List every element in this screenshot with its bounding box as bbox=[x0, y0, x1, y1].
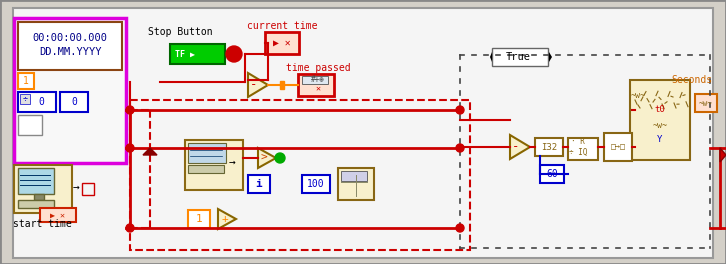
Text: I32: I32 bbox=[541, 143, 557, 152]
Bar bbox=[34, 194, 44, 200]
Bar bbox=[170, 44, 225, 64]
Bar bbox=[248, 175, 270, 193]
Circle shape bbox=[275, 153, 285, 163]
Polygon shape bbox=[258, 148, 276, 168]
Circle shape bbox=[126, 106, 134, 114]
Polygon shape bbox=[248, 73, 268, 97]
Bar bbox=[18, 168, 54, 194]
Circle shape bbox=[456, 224, 464, 232]
Text: >: > bbox=[261, 153, 267, 163]
Text: +: + bbox=[221, 214, 229, 224]
Bar bbox=[188, 143, 226, 163]
Text: 1: 1 bbox=[23, 76, 29, 86]
Text: ~w~: ~w~ bbox=[630, 91, 645, 100]
Text: 60: 60 bbox=[546, 169, 558, 179]
Text: Y: Y bbox=[657, 135, 663, 144]
Circle shape bbox=[456, 144, 464, 152]
Bar bbox=[18, 115, 42, 135]
Text: -: - bbox=[250, 78, 258, 92]
Text: -: - bbox=[513, 140, 520, 153]
Text: 00:00:00.000: 00:00:00.000 bbox=[33, 33, 107, 43]
Bar bbox=[630, 80, 690, 160]
Bar bbox=[18, 22, 122, 70]
Bar bbox=[20, 94, 30, 104]
Bar bbox=[280, 81, 284, 89]
Bar bbox=[302, 76, 328, 84]
Bar bbox=[18, 200, 54, 208]
Bar bbox=[82, 183, 94, 195]
Text: TF ▶: TF ▶ bbox=[175, 50, 195, 59]
Bar bbox=[188, 210, 210, 228]
Circle shape bbox=[226, 46, 242, 62]
Text: current time: current time bbox=[247, 21, 317, 31]
Bar bbox=[540, 165, 564, 183]
Bar bbox=[341, 171, 367, 181]
Text: True: True bbox=[505, 52, 531, 62]
Text: 100: 100 bbox=[307, 179, 325, 189]
Bar bbox=[568, 138, 598, 160]
Text: →: → bbox=[229, 158, 235, 168]
Text: DD.MM.YYYY: DD.MM.YYYY bbox=[38, 47, 101, 57]
Text: →: → bbox=[73, 183, 79, 193]
Bar bbox=[14, 165, 72, 213]
Bar bbox=[18, 73, 34, 89]
Circle shape bbox=[126, 224, 134, 232]
Text: ~w~: ~w~ bbox=[699, 98, 713, 107]
Text: 1: 1 bbox=[195, 214, 203, 224]
Bar bbox=[18, 92, 56, 112]
Text: i: i bbox=[256, 179, 262, 189]
Bar bbox=[188, 165, 224, 173]
Text: 0: 0 bbox=[38, 97, 44, 107]
Text: ▶ ✕: ▶ ✕ bbox=[273, 38, 291, 48]
Text: □→□: □→□ bbox=[611, 143, 626, 152]
Bar bbox=[695, 94, 717, 112]
Text: Seconds: Seconds bbox=[672, 75, 712, 85]
Polygon shape bbox=[549, 52, 552, 62]
Text: time passed: time passed bbox=[286, 63, 351, 73]
Bar bbox=[492, 48, 548, 66]
Circle shape bbox=[126, 144, 134, 152]
Text: t0: t0 bbox=[655, 106, 665, 115]
Bar bbox=[130, 100, 470, 250]
Bar bbox=[14, 18, 126, 163]
Polygon shape bbox=[218, 209, 236, 229]
Polygon shape bbox=[143, 148, 157, 155]
Bar bbox=[265, 32, 299, 54]
Bar bbox=[185, 140, 243, 190]
Polygon shape bbox=[720, 148, 726, 162]
Text: ~w~: ~w~ bbox=[653, 120, 667, 130]
Text: ✕: ✕ bbox=[316, 83, 320, 92]
Text: 0: 0 bbox=[71, 97, 77, 107]
Polygon shape bbox=[490, 52, 492, 62]
Bar bbox=[604, 133, 632, 161]
Text: start time: start time bbox=[12, 219, 71, 229]
Text: ▶ ✕: ▶ ✕ bbox=[51, 210, 65, 219]
Circle shape bbox=[456, 106, 464, 114]
Polygon shape bbox=[510, 135, 530, 159]
Text: · R
÷ IQ: · R ÷ IQ bbox=[568, 137, 587, 157]
Text: Stop Button: Stop Button bbox=[147, 27, 212, 37]
Bar bbox=[298, 74, 334, 96]
Text: #+⊕: #+⊕ bbox=[311, 76, 325, 84]
Bar bbox=[40, 208, 76, 222]
Bar bbox=[60, 92, 88, 112]
Text: ÷: ÷ bbox=[23, 95, 28, 103]
Bar bbox=[302, 175, 330, 193]
Bar bbox=[535, 138, 563, 156]
Bar bbox=[338, 168, 374, 200]
